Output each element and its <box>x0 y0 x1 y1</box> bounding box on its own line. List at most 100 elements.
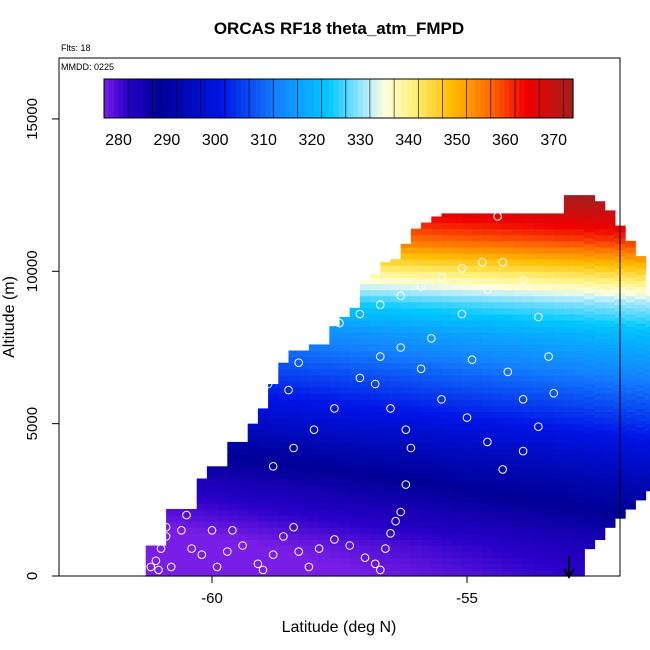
heatmap-cell <box>370 393 381 400</box>
heatmap-cell <box>410 466 422 473</box>
heatmap-cell <box>441 496 453 504</box>
heatmap-cell <box>472 405 483 413</box>
heatmap-cell <box>482 563 494 571</box>
heatmap-cell <box>512 295 524 303</box>
heatmap-cell <box>431 234 443 242</box>
heatmap-cell <box>645 423 650 431</box>
heatmap-cell <box>257 417 269 425</box>
heatmap-cell <box>482 502 494 510</box>
heatmap-cell <box>523 289 534 297</box>
colorbar-segment <box>553 79 559 118</box>
heatmap-cell <box>421 484 432 492</box>
heatmap-cell <box>155 569 167 577</box>
heatmap-cell <box>502 545 514 553</box>
heatmap-cell <box>339 405 351 413</box>
heatmap-cell <box>431 478 443 486</box>
heatmap-cell <box>380 496 392 504</box>
heatmap-cell <box>451 496 463 504</box>
heatmap-cell <box>196 539 208 547</box>
heatmap-cell <box>176 539 188 547</box>
heatmap-cell <box>390 472 402 480</box>
heatmap-cell <box>410 545 422 553</box>
heatmap-cell <box>217 466 228 473</box>
heatmap-cell <box>247 490 259 498</box>
heatmap-cell <box>461 259 473 266</box>
heatmap-cell <box>359 380 371 388</box>
heatmap-cell <box>604 454 616 461</box>
heatmap-cell <box>563 253 575 260</box>
heatmap-cell <box>288 374 300 382</box>
heatmap-cell <box>584 249 596 257</box>
heatmap-cell <box>645 472 650 480</box>
heatmap-cell <box>533 472 545 480</box>
heatmap-cell <box>227 508 239 516</box>
heatmap-cell <box>206 508 218 516</box>
colorbar-segment <box>265 79 271 118</box>
heatmap-cell <box>390 259 402 266</box>
heatmap-cell <box>329 527 341 534</box>
heatmap-cell <box>421 374 432 382</box>
heatmap-cell <box>625 350 636 358</box>
heatmap-cell <box>329 508 341 516</box>
heatmap-cell <box>237 527 249 534</box>
heatmap-cell <box>329 569 341 577</box>
heatmap-cell <box>512 533 524 541</box>
heatmap-cell <box>512 405 524 413</box>
heatmap-cell <box>625 423 636 431</box>
heatmap-cell <box>594 454 606 461</box>
heatmap-cell <box>308 484 320 492</box>
observation-point <box>391 516 400 526</box>
heatmap-cell <box>441 222 453 230</box>
heatmap-cell <box>441 435 453 443</box>
heatmap-cell <box>594 289 606 297</box>
heatmap-cell <box>166 533 177 541</box>
heatmap-cell <box>512 313 524 321</box>
heatmap-cell <box>421 502 432 510</box>
heatmap-cell <box>308 368 320 376</box>
heatmap-cell <box>257 423 269 431</box>
heatmap-cell <box>502 411 514 419</box>
heatmap-cell <box>288 569 300 577</box>
heatmap-cell <box>308 344 320 352</box>
observation-point <box>340 200 349 209</box>
heatmap-cell <box>370 380 381 388</box>
heatmap-cell <box>370 429 381 437</box>
heatmap-cell <box>563 307 575 315</box>
observation-point <box>289 443 298 453</box>
heatmap-cell <box>604 387 616 394</box>
colorbar-segment <box>206 79 213 118</box>
heatmap-cell <box>553 362 565 370</box>
heatmap-cell <box>635 463 647 470</box>
heatmap-cell <box>482 253 494 260</box>
heatmap-cell <box>380 301 392 309</box>
heatmap-cell <box>594 313 606 321</box>
heatmap-cell <box>543 448 555 455</box>
heatmap-cell <box>380 429 392 437</box>
heatmap-cell <box>370 344 381 352</box>
heatmap-cell <box>472 216 483 224</box>
heatmap-cell <box>349 332 361 339</box>
heatmap-cell <box>482 213 494 218</box>
heatmap-cell <box>339 533 351 541</box>
heatmap-cell <box>166 563 177 571</box>
heatmap-cell <box>380 448 392 455</box>
heatmap-cell <box>370 277 381 285</box>
heatmap-cell <box>584 414 596 422</box>
heatmap-cell <box>319 472 330 480</box>
heatmap-cell <box>625 295 636 303</box>
heatmap-cell <box>308 374 320 382</box>
heatmap-cell <box>523 374 534 382</box>
heatmap-cell <box>410 557 422 565</box>
colorbar-segment <box>274 79 281 118</box>
colorbar-segment <box>162 79 169 118</box>
heatmap-cell <box>604 222 616 230</box>
heatmap-cell <box>543 234 555 242</box>
heatmap-cell <box>390 356 402 364</box>
heatmap-cell <box>278 484 290 492</box>
heatmap-cell <box>329 387 341 394</box>
heatmap-cell <box>461 380 473 388</box>
observation-point <box>289 522 298 532</box>
heatmap-cell <box>574 277 585 285</box>
heatmap-cell <box>206 521 218 528</box>
heatmap-cell <box>492 478 504 486</box>
